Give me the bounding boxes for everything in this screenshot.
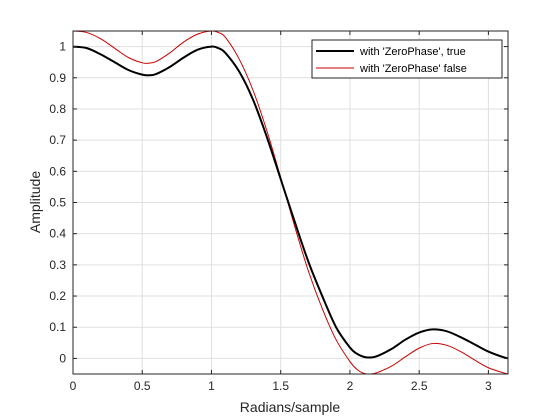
x-tick-label: 2 (347, 379, 354, 393)
y-tick-label: 1 (59, 40, 66, 54)
series-line-0 (73, 45, 508, 360)
legend-label-series-0: with 'ZeroPhase', true (359, 46, 466, 58)
ticks (72, 31, 508, 374)
x-tick-label: 1 (208, 379, 215, 393)
x-tick-label: 2.5 (411, 379, 428, 393)
series-line-1 (73, 31, 508, 374)
y-tick-label: 0.9 (49, 71, 66, 85)
x-tick-label: 0 (70, 379, 77, 393)
y-tick-label: 0.6 (49, 164, 66, 178)
x-tick-label: 3 (485, 379, 492, 393)
y-tick-label: 0 (59, 351, 66, 365)
legend-box (311, 39, 503, 79)
x-tick-label: 0.5 (134, 379, 151, 393)
y-tick-label: 0.3 (49, 258, 66, 272)
y-tick-label: 0.8 (49, 102, 66, 116)
x-axis-label: Radians/sample (240, 399, 341, 415)
tick-labels: 0 0.5 1 1.5 2 2.5 3 0 0.1 0.2 0.3 0.4 0.5 0.6 0.7 0.8 0.… (49, 40, 492, 393)
y-tick-label: 0.5 (49, 196, 66, 210)
legend: with 'ZeroPhase', true with 'ZeroPhase' … (311, 39, 503, 79)
series-layer (73, 31, 508, 374)
y-tick-label: 0.4 (49, 227, 66, 241)
legend-label-series-1: with 'ZeroPhase' false (359, 63, 467, 75)
y-axis-label: Amplitude (27, 171, 43, 233)
y-tick-label: 0.7 (49, 133, 66, 147)
y-tick-label: 0.2 (49, 289, 66, 303)
y-tick-label: 0.1 (49, 320, 66, 334)
x-tick-label: 1.5 (272, 379, 289, 393)
